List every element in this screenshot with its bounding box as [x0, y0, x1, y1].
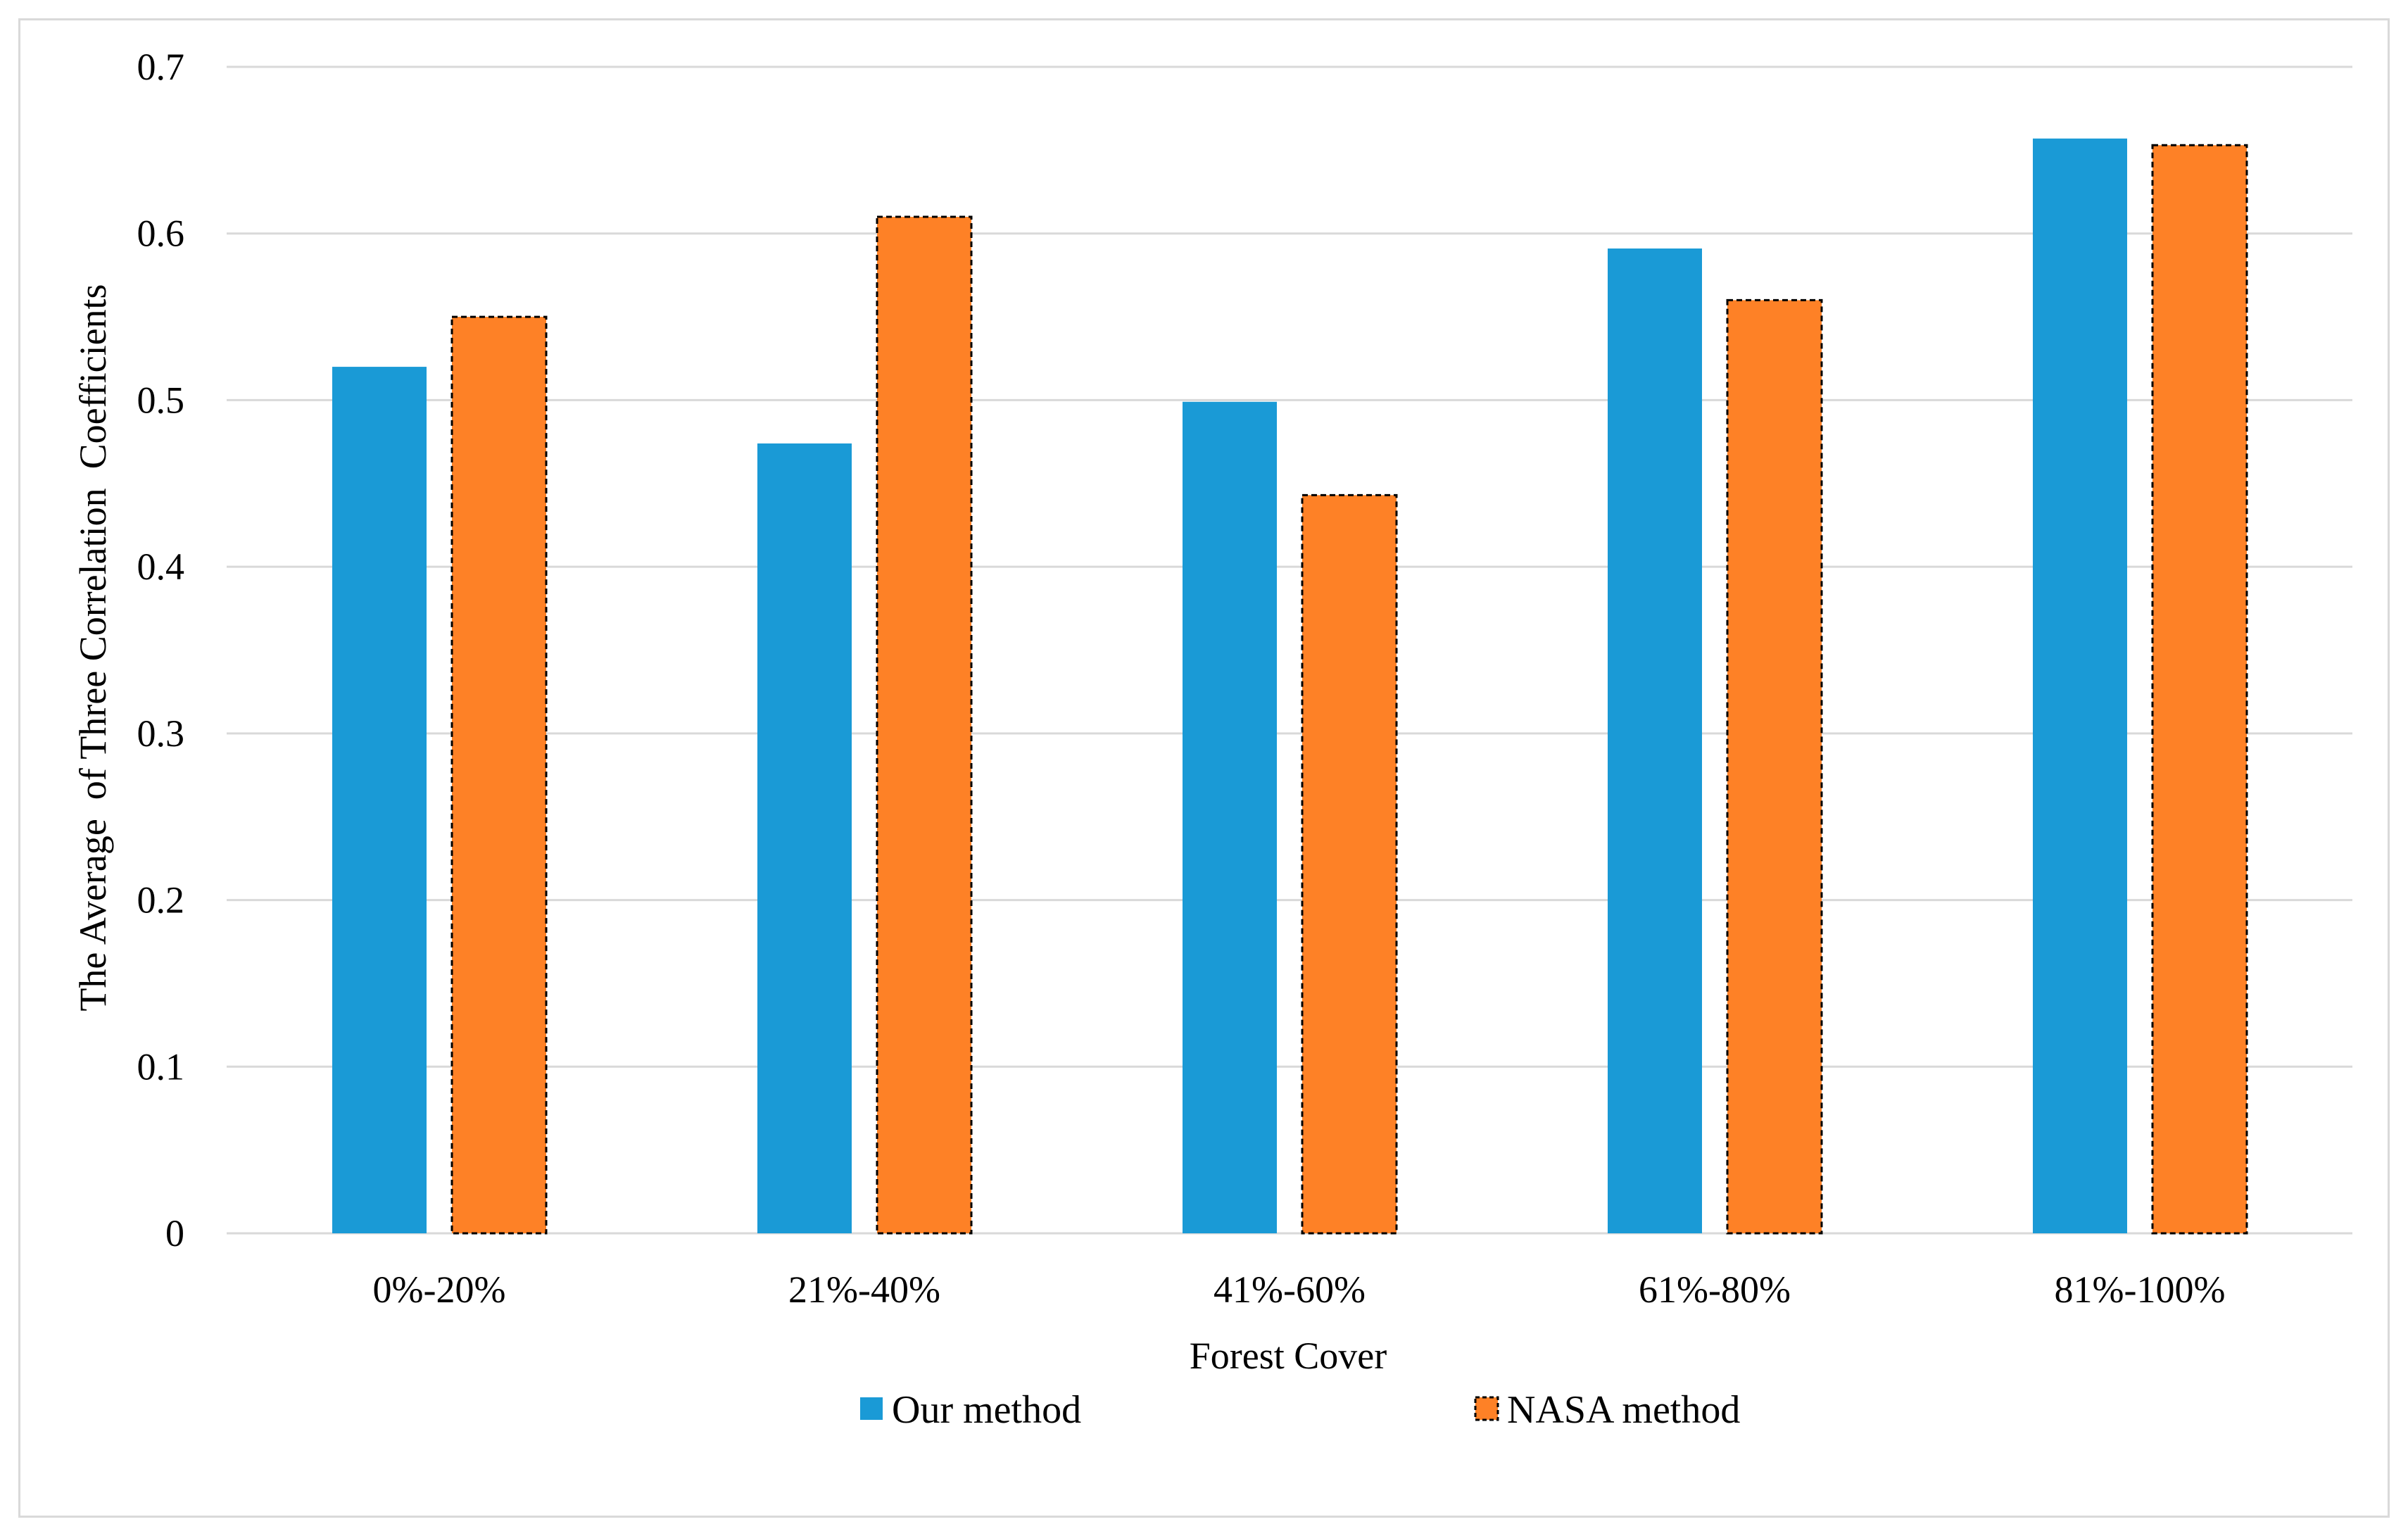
legend-swatch	[1474, 1396, 1499, 1421]
bar-nasa-method-4	[2151, 144, 2248, 1235]
bar-nasa-method-3	[1726, 298, 1823, 1235]
y-tick-label: 0.3	[137, 712, 185, 755]
y-tick-label: 0.7	[137, 46, 185, 88]
y-tick-label: 0.5	[137, 379, 185, 421]
x-tick-label: 21%-40%	[788, 1269, 940, 1311]
bar-nasa-method-0	[450, 315, 548, 1235]
x-axis-title: Forest Cover	[1190, 1335, 1387, 1377]
bar-nasa-method-2	[1301, 493, 1398, 1235]
legend-swatch	[860, 1397, 883, 1420]
x-tick-label: 81%-100%	[2055, 1269, 2226, 1311]
y-tick-label: 0.2	[137, 879, 185, 921]
y-axis-ticks: 0 0.1 0.2 0.3 0.4 0.5 0.6 0.7	[137, 46, 185, 1254]
y-axis-title: The Average of Three Correlation Coeffic…	[72, 284, 114, 1011]
legend-label: NASA method	[1507, 1388, 1740, 1432]
gridlines	[227, 65, 2352, 1235]
y-tick-label: 0	[165, 1212, 184, 1254]
bar-our-method-3	[1608, 248, 1702, 1234]
bar-our-method-2	[1183, 401, 1277, 1234]
bar-nasa-method-1	[876, 215, 973, 1235]
bar-our-method-0	[332, 367, 427, 1233]
y-tick-label: 0.4	[137, 546, 185, 588]
legend: Our method NASA method	[860, 1388, 1740, 1432]
bar-our-method-4	[2033, 138, 2127, 1234]
y-tick-label: 0.6	[137, 213, 185, 255]
x-tick-label: 61%-80%	[1639, 1269, 1791, 1311]
x-axis-ticks: 0%-20% 21%-40% 41%-60% 61%-80% 81%-100%	[373, 1269, 2226, 1311]
legend-label: Our method	[892, 1388, 1081, 1432]
bars	[332, 138, 2248, 1235]
y-tick-label: 0.1	[137, 1045, 185, 1088]
x-tick-label: 0%-20%	[373, 1269, 506, 1311]
bar-our-method-1	[757, 443, 852, 1233]
x-tick-label: 41%-60%	[1214, 1269, 1366, 1311]
